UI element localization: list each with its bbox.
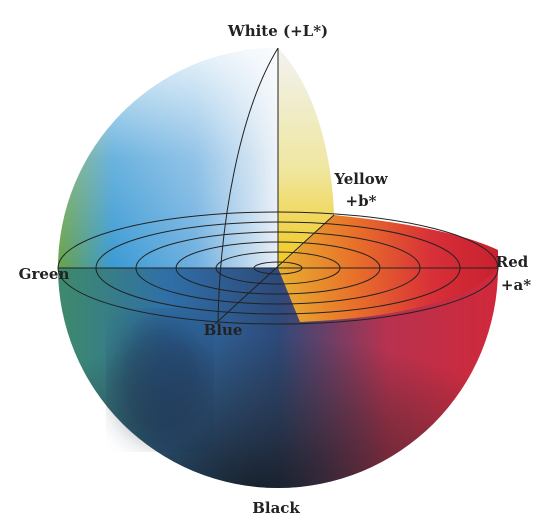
green-label: Green: [19, 265, 70, 283]
red-axis-label: +a*: [501, 276, 531, 294]
yellow-label: Yellow: [333, 170, 388, 188]
red-label: Red: [496, 253, 529, 271]
dome-highlight: [58, 48, 334, 268]
yellow-axis-label: +b*: [346, 192, 377, 210]
dark-blotch: [115, 320, 205, 440]
black-label: Black: [252, 499, 300, 517]
white-label: White (+L*): [227, 22, 328, 40]
rings: [57, 47, 499, 325]
blue-label: Blue: [204, 321, 243, 339]
